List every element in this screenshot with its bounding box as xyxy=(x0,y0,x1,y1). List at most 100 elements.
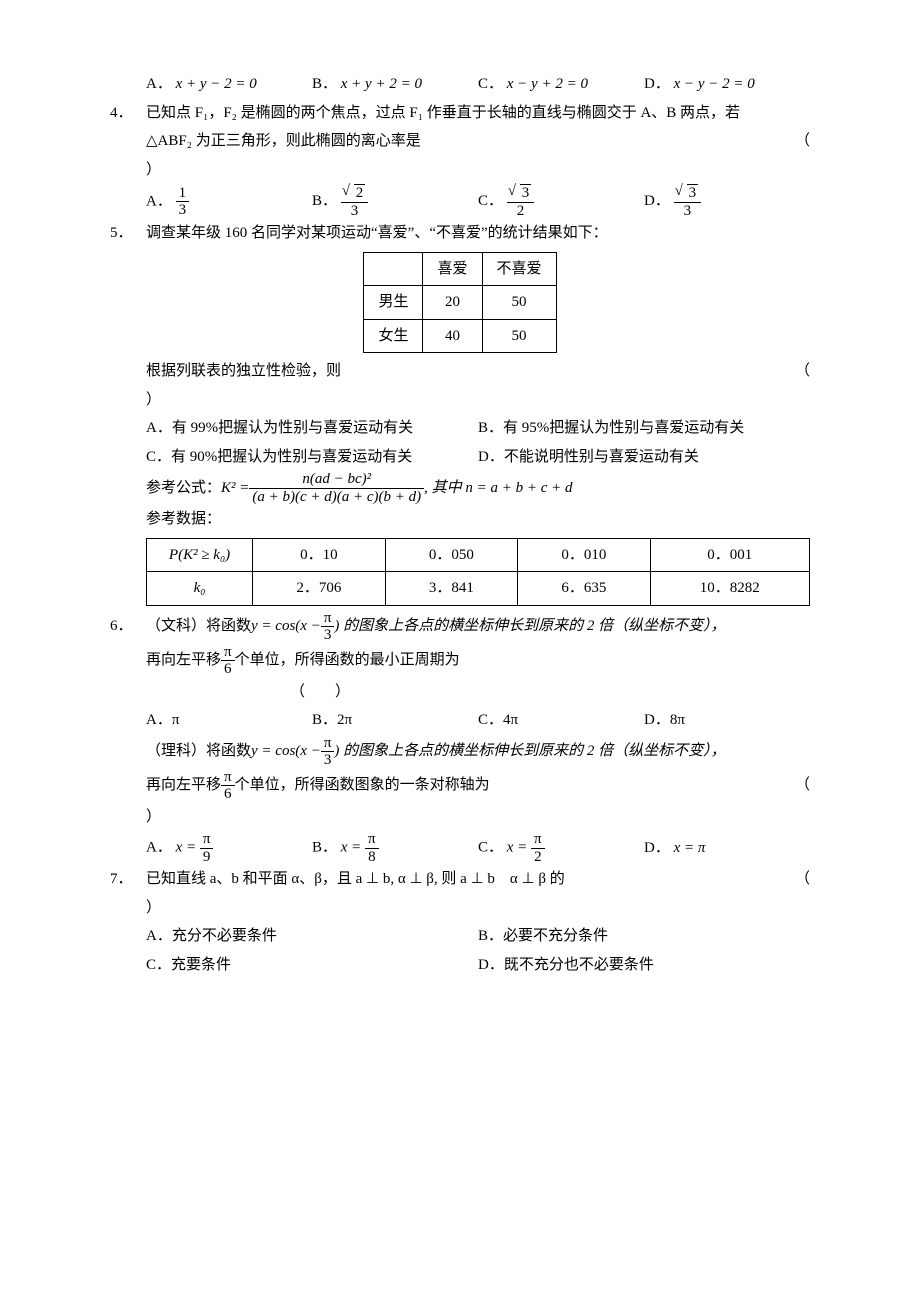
fraction: π 6 xyxy=(221,769,235,803)
q4-options: A． 1 3 B． 2 3 C． 3 2 D． 3 3 xyxy=(110,184,810,219)
opt-label: A． xyxy=(146,76,172,92)
fraction: 2 3 xyxy=(341,184,369,219)
opt-label: D． xyxy=(644,840,670,856)
opt-label: C． xyxy=(146,957,171,973)
head-expr: k₀ xyxy=(194,580,206,596)
radicand: 2 xyxy=(354,184,366,202)
table-row: 女生 40 50 xyxy=(364,319,556,353)
frac-num: 3 xyxy=(674,184,702,203)
cell-value: 0．10 xyxy=(253,538,386,572)
frac-num: π xyxy=(221,769,235,787)
paren-open: （ xyxy=(795,865,810,894)
q7-paren: ） xyxy=(110,894,810,923)
q4-num: 4． xyxy=(110,99,146,128)
func-part1: y = cos(x − xyxy=(251,612,321,641)
opt-text: 必要不充分条件 xyxy=(503,928,608,944)
opt-text: π xyxy=(172,712,180,728)
cell-value: 0．010 xyxy=(518,538,651,572)
fraction: π 3 xyxy=(321,610,335,644)
fraction: π 2 xyxy=(531,831,545,865)
opt-label: B． xyxy=(312,712,337,728)
cell-value: 6．635 xyxy=(518,572,651,606)
opt-label: B． xyxy=(312,76,337,92)
opt-label: D． xyxy=(644,712,670,728)
frac-num: π xyxy=(221,644,235,662)
q3-opt-c: C． x − y + 2 = 0 xyxy=(478,70,644,99)
q6w-opt-b: B．2π xyxy=(312,706,478,735)
frac-den: 3 xyxy=(341,203,369,220)
q5-options-row2: C．有 90%把握认为性别与喜爱运动有关 D．不能说明性别与喜爱运动有关 xyxy=(110,443,810,472)
radicand: 3 xyxy=(520,184,532,202)
frac-num: 3 xyxy=(507,184,535,203)
cell-value: 20 xyxy=(423,286,482,320)
q6w-opt-a: A．π xyxy=(146,706,312,735)
head-expr: P(K² ≥ k₀) xyxy=(169,547,230,563)
cell-head: 不喜爱 xyxy=(482,252,556,286)
q6-li-line2: 再向左平移 π 6 个单位，所得函数图象的一条对称轴为 （ xyxy=(110,769,810,803)
table-row: 男生 20 50 xyxy=(364,286,556,320)
q6-li-line1: （理科）将函数 y = cos(x − π 3 ) 的图象上各点的横坐标伸长到原… xyxy=(110,735,810,769)
q5-options-row1: A．有 99%把握认为性别与喜爱运动有关 B．有 95%把握认为性别与喜爱运动有… xyxy=(110,414,810,443)
q7-options-row2: C．充要条件 D．既不充分也不必要条件 xyxy=(110,951,810,980)
func-part2: ) 的图象上各点的横坐标伸长到原来的 2 倍（纵坐标不变）， xyxy=(334,737,725,766)
q6: 6． （文科）将函数 y = cos(x − π 3 ) 的图象上各点的横坐标伸… xyxy=(110,610,810,644)
lhs: x = xyxy=(176,839,200,855)
q7-opt-b: B．必要不充分条件 xyxy=(478,922,810,951)
paren-close: ） xyxy=(146,900,161,916)
q5-ptable-wrap: P(K² ≥ k₀) 0．10 0．050 0．010 0．001 k₀ 2．7… xyxy=(110,538,810,606)
q5: 5． 调查某年级 160 名同学对某项运动“喜爱”、“不喜爱”的统计结果如下： xyxy=(110,219,810,248)
frac-num: π xyxy=(365,831,379,849)
table-row: k₀ 2．706 3．841 6．635 10．8282 xyxy=(147,572,810,606)
opt-text: 4π xyxy=(503,712,518,728)
q6-wen-options: A．π B．2π C．4π D．8π xyxy=(110,706,810,735)
opt-label: B． xyxy=(478,420,503,436)
line2b: 个单位，所得函数图象的一条对称轴为 xyxy=(235,771,490,800)
q4: 4． 已知点 F₁，F₂ 是椭圆的两个焦点，过点 F₁ 作垂直于长轴的直线与椭圆… xyxy=(110,99,810,128)
table-row: 喜爱 不喜爱 xyxy=(364,252,556,286)
q5-opt-b: B．有 95%把握认为性别与喜爱运动有关 xyxy=(478,414,810,443)
cell-head: P(K² ≥ k₀) xyxy=(147,538,253,572)
q5-ptable: P(K² ≥ k₀) 0．10 0．050 0．010 0．001 k₀ 2．7… xyxy=(146,538,810,606)
table-row: P(K² ≥ k₀) 0．10 0．050 0．010 0．001 xyxy=(147,538,810,572)
frac-den: 2 xyxy=(507,203,535,220)
fraction: π 6 xyxy=(221,644,235,678)
lhs: x = xyxy=(507,839,531,855)
opt-expr: x − y + 2 = 0 xyxy=(507,76,588,92)
formula-tail: , 其中 n = a + b + c + d xyxy=(424,474,572,503)
frac-num: π xyxy=(321,735,335,753)
opt-label: A． xyxy=(146,712,172,728)
opt-label: A． xyxy=(146,420,172,436)
opt-text: 既不充分也不必要条件 xyxy=(504,957,654,973)
q7-opt-a: A．充分不必要条件 xyxy=(146,922,478,951)
opt-label: C． xyxy=(478,76,503,92)
fraction: 1 3 xyxy=(176,185,190,219)
q7-text: 已知直线 a、b 和平面 α、β，且 a ⊥ b, α ⊥ β, 则 a ⊥ b… xyxy=(146,871,565,887)
line2a: 再向左平移 xyxy=(146,771,221,800)
q6-wen-paren: （ ） xyxy=(110,678,810,707)
opt-label: D． xyxy=(644,76,670,92)
fraction: π 8 xyxy=(365,831,379,865)
q7-options-row1: A．充分不必要条件 B．必要不充分条件 xyxy=(110,922,810,951)
q6w-opt-c: C．4π xyxy=(478,706,644,735)
opt-label: A． xyxy=(146,928,172,944)
opt-text: 2π xyxy=(337,712,352,728)
line2b: 个单位，所得函数的最小正周期为 xyxy=(235,646,460,675)
q4-opt-a: A． 1 3 xyxy=(146,185,312,219)
fraction: 3 3 xyxy=(674,184,702,219)
opt-text: 有 95%把握认为性别与喜爱运动有关 xyxy=(503,420,744,436)
opt-label: A． xyxy=(146,839,172,855)
frac-den: 3 xyxy=(321,752,335,769)
q4-paren: ） xyxy=(110,156,810,185)
q6-num: 6． xyxy=(110,612,146,641)
opt-label: C． xyxy=(478,839,503,855)
opt-text: 8π xyxy=(670,712,685,728)
fraction: π 3 xyxy=(321,735,335,769)
den-expr: (a + b)(c + d)(a + c)(b + d) xyxy=(252,489,421,505)
q6l-opt-c: C． x = π 2 xyxy=(478,831,644,865)
opt-text: 有 90%把握认为性别与喜爱运动有关 xyxy=(171,449,412,465)
cell-value: 0．050 xyxy=(385,538,518,572)
frac-num: π xyxy=(200,831,214,849)
paren-open: （ xyxy=(795,357,810,386)
paren-open: （ xyxy=(795,127,810,156)
q5-opt-c: C．有 90%把握认为性别与喜爱运动有关 xyxy=(146,443,478,472)
